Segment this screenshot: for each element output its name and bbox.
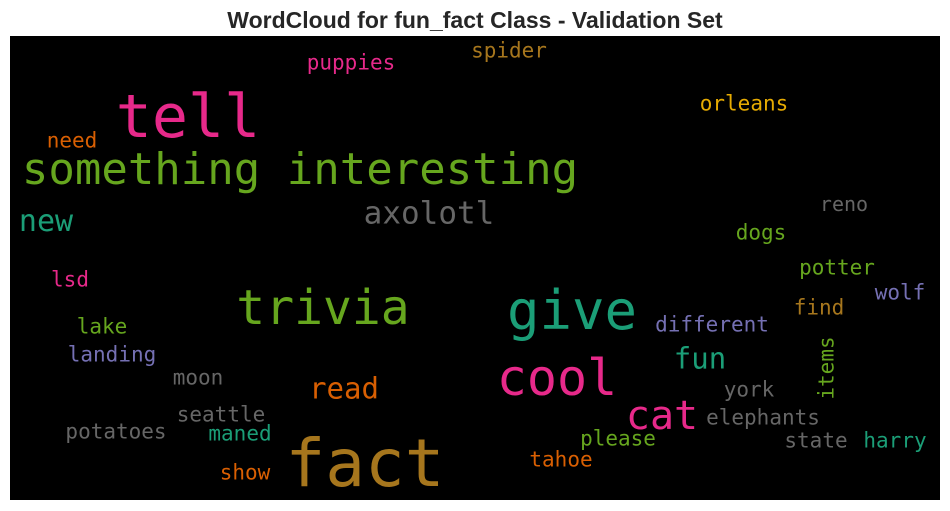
word-potatoes: potatoes — [65, 419, 167, 444]
word-wolf: wolf — [874, 280, 926, 305]
word-give: give — [506, 279, 638, 342]
word-landing: landing — [67, 342, 157, 367]
word-trivia: trivia — [236, 280, 410, 336]
chart-title: WordCloud for fun_fact Class - Validatio… — [227, 7, 723, 33]
word-orleans: orleans — [699, 91, 789, 116]
word-find: find — [793, 295, 845, 320]
word-something-interesting: something interesting — [21, 144, 579, 195]
word-show: show — [219, 460, 271, 485]
word-fun: fun — [673, 341, 727, 376]
word-seattle: seattle — [176, 402, 266, 427]
word-york: york — [723, 377, 775, 402]
word-tell: tell — [115, 82, 261, 152]
word-maned: maned — [208, 421, 272, 446]
word-lake: lake — [76, 314, 128, 339]
word-spider: spider — [471, 38, 547, 63]
word-reno: reno — [819, 192, 869, 216]
word-fact: fact — [285, 425, 445, 500]
word-puppies: puppies — [306, 50, 396, 75]
word-moon: moon — [172, 365, 224, 390]
word-tahoe: tahoe — [529, 447, 593, 472]
word-please: please — [580, 426, 656, 451]
word-potter: potter — [799, 255, 875, 280]
word-new: new — [18, 204, 74, 239]
word-harry: harry — [863, 428, 927, 453]
word-lsd: lsd — [51, 267, 89, 292]
word-read: read — [309, 371, 379, 406]
word-cat: cat — [625, 393, 699, 439]
word-cool: cool — [496, 349, 618, 407]
word-state: state — [784, 428, 848, 453]
word-elephants: elephants — [706, 405, 820, 430]
word-axolotl: axolotl — [363, 195, 495, 232]
wordcloud-canvas: fact tell something interesting trivia give c… — [10, 36, 940, 500]
word-different: different — [655, 312, 769, 337]
word-need: need — [46, 128, 98, 153]
word-dogs: dogs — [735, 220, 787, 245]
word-items: items — [814, 336, 839, 400]
